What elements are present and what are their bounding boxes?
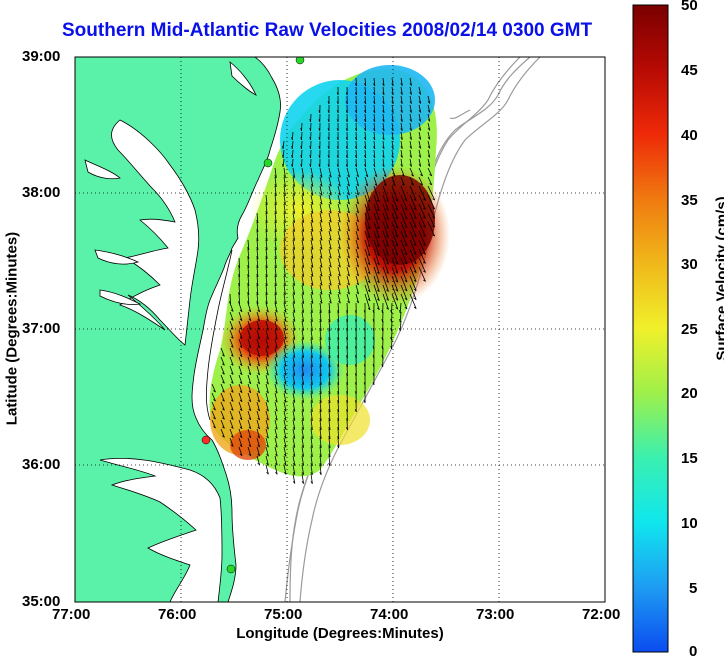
colorbar-tick-label: 50 [681,0,698,14]
y-tick-label: 39:00 [22,48,60,65]
colorbar-tick-label: 30 [681,256,698,273]
station-marker[interactable] [264,159,272,167]
colorbar-tick-label: 5 [689,580,697,597]
x-tick-label: 73:00 [476,606,514,623]
colorbar-tick-label: 0 [689,643,697,660]
velocity-arrow [392,321,393,331]
colorbar [633,5,668,652]
colorbar-label: Surface Velocity (cm/s) [714,149,724,409]
y-tick-label: 37:00 [22,320,60,337]
colorbar-tick-label: 40 [681,127,698,144]
station-marker[interactable] [202,436,210,444]
x-tick-label: 75:00 [264,606,302,623]
velocity-arrow-head [283,164,284,167]
velocity-arrow [392,303,393,313]
colorbar-tick-label: 10 [681,515,698,532]
station-marker[interactable] [227,565,235,573]
velocity-arrow-head [283,155,284,158]
velocity-arrow [392,330,393,340]
y-axis-label: Latitude (Degrees:Minutes) [4,189,21,469]
velocity-arrow-head [283,146,284,149]
velocity-arrow [392,312,393,322]
colorbar-tick-label: 45 [681,62,698,79]
x-tick-label: 72:00 [582,606,620,623]
x-axis-label: Longitude (Degrees:Minutes) [75,625,605,642]
colorbar-tick-label: 25 [681,321,698,338]
colorbar-tick-label: 15 [681,450,698,467]
y-tick-label: 38:00 [22,184,60,201]
x-tick-label: 77:00 [52,606,90,623]
colorbar-tick-label: 35 [681,192,698,209]
x-tick-label: 74:00 [370,606,408,623]
velocity-arrow [392,339,393,349]
colorbar-tick-label: 20 [681,385,698,402]
y-tick-label: 36:00 [22,456,60,473]
x-tick-label: 76:00 [158,606,196,623]
